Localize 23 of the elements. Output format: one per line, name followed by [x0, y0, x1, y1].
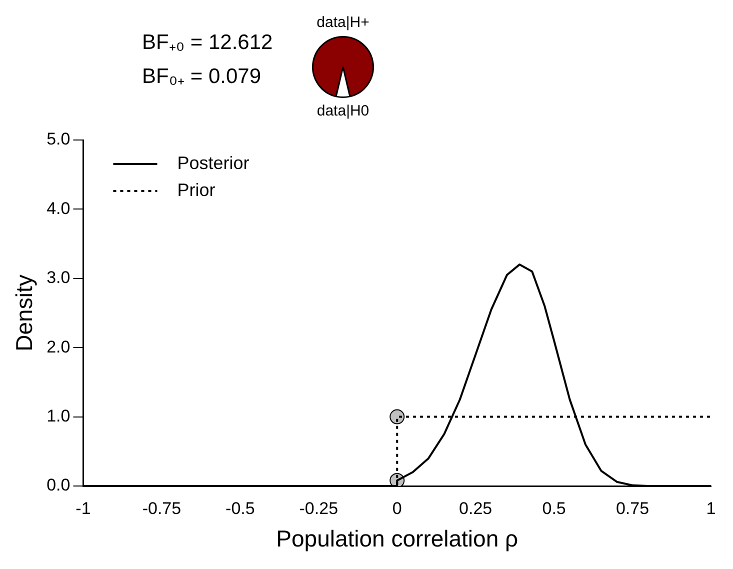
- y-axis-title: Density: [11, 274, 38, 352]
- x-tick-label: 0.5: [542, 498, 566, 518]
- x-tick-label: 0: [392, 498, 402, 518]
- y-tick-label: 1.0: [46, 406, 70, 426]
- x-tick-label: -0.25: [299, 498, 338, 518]
- x-tick-label: -0.75: [142, 498, 182, 518]
- slice-label: data|H0: [316, 102, 370, 120]
- x-axis-title: Population correlation ρ: [276, 526, 518, 552]
- legend-label: Posterior: [177, 152, 250, 173]
- y-tick-label: 0.0: [46, 476, 70, 495]
- y-tick-label: 3.0: [46, 268, 70, 288]
- slice-label: data|H+: [316, 14, 370, 31]
- text: BF₊₀ = 12.612: [142, 30, 273, 56]
- y-tick-label: 4.0: [46, 198, 70, 218]
- y-tick-label: 2.0: [46, 337, 70, 356]
- x-tick-label: 0.25: [459, 498, 492, 518]
- text: BF₀₊ = 0.079: [142, 64, 262, 90]
- x-tick-label: 1: [706, 498, 716, 518]
- y-tick-label: 5.0: [46, 130, 70, 149]
- x-tick-label: 0.75: [616, 498, 650, 518]
- x-tick-label: -0.5: [226, 498, 255, 518]
- x-tick-label: -1: [76, 498, 91, 518]
- legend-label: Prior: [177, 180, 216, 200]
